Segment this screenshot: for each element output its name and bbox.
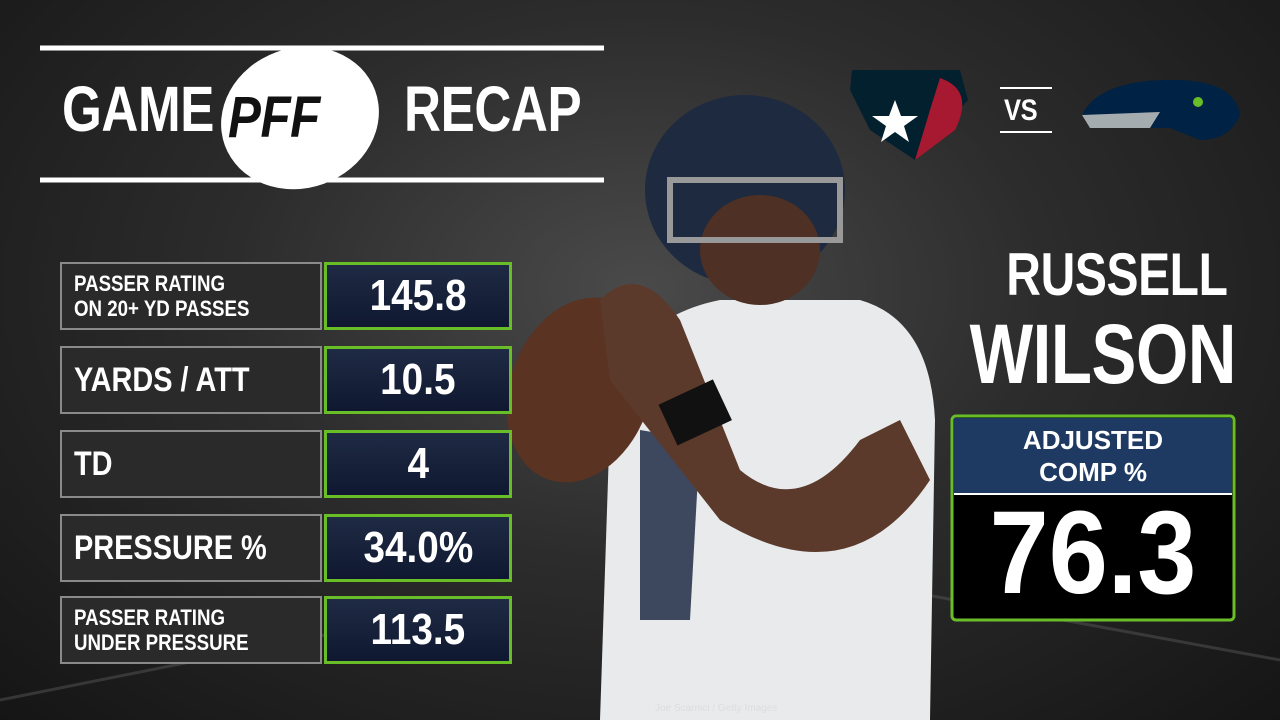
stat-row: PRESSURE % 34.0%: [60, 514, 512, 582]
featured-value: 76.3: [989, 487, 1197, 619]
stat-label-line: PASSER RATING: [74, 605, 226, 630]
stat-label-line: YARDS / ATT: [74, 361, 250, 399]
stat-label: PASSER RATING UNDER PRESSURE: [60, 596, 322, 664]
stat-value-box: 10.5: [324, 346, 512, 414]
stat-value-box: 113.5: [324, 596, 512, 664]
stat-label: TD: [60, 430, 322, 498]
stat-value-box: 34.0%: [324, 514, 512, 582]
stat-label: PRESSURE %: [60, 514, 322, 582]
header-logo: PFF: [228, 85, 320, 150]
header-left: GAME: [62, 73, 214, 145]
header-right: RECAP: [404, 73, 582, 145]
stat-label: PASSER RATING ON 20+ YD PASSES: [60, 262, 322, 330]
stat-label: YARDS / ATT: [60, 346, 322, 414]
stat-value: 4: [407, 439, 429, 488]
stat-row: TD 4: [60, 430, 512, 498]
player-photo: [506, 95, 935, 720]
stat-value: 34.0%: [363, 523, 473, 572]
texans-logo: [850, 70, 968, 160]
featured-label-line: ADJUSTED: [1022, 425, 1164, 455]
stat-value: 113.5: [370, 605, 466, 654]
vs-label: VS: [1004, 94, 1038, 127]
stat-label-line: PASSER RATING: [74, 271, 226, 296]
stat-label-line: PRESSURE %: [74, 529, 267, 567]
stat-row: YARDS / ATT 10.5: [60, 346, 512, 414]
photo-credit: Joe Scarnici / Getty Images: [655, 703, 778, 714]
stat-label-line: TD: [74, 445, 113, 483]
stat-value: 10.5: [380, 355, 456, 404]
seahawks-logo: [1082, 79, 1240, 140]
featured-label: ADJUSTED COMP %: [954, 424, 1232, 488]
player-first-name: RUSSELL: [1006, 241, 1229, 308]
stat-value: 145.8: [369, 271, 467, 320]
player-last-name: WILSON: [969, 307, 1237, 401]
stat-row: PASSER RATING UNDER PRESSURE 113.5: [60, 596, 512, 664]
featured-label-line: COMP %: [1039, 457, 1147, 487]
stat-value-box: 4: [324, 430, 512, 498]
stat-value-box: 145.8: [324, 262, 512, 330]
stat-label-line: ON 20+ YD PASSES: [74, 296, 250, 321]
stat-label-line: UNDER PRESSURE: [74, 630, 249, 655]
stat-row: PASSER RATING ON 20+ YD PASSES 145.8: [60, 262, 512, 330]
